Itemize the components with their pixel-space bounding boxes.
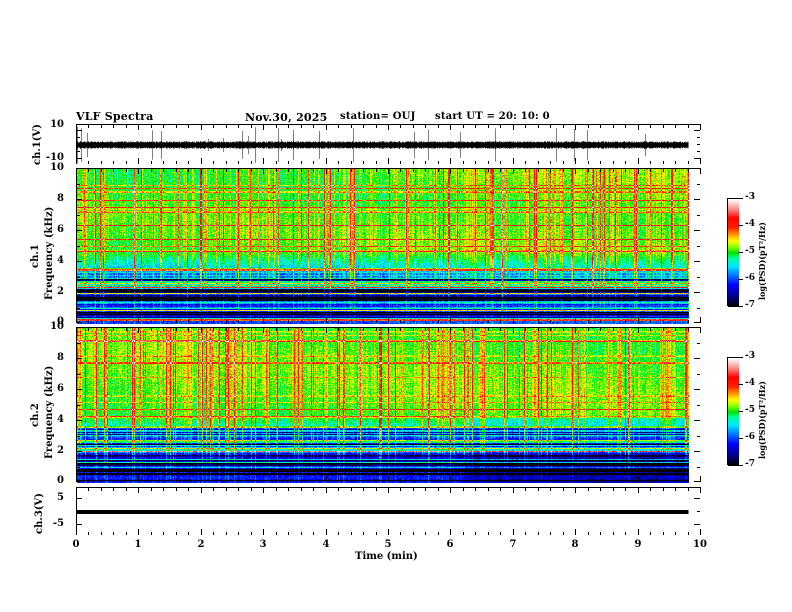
axis-tick-label: 3 [259,539,267,550]
header-date: Nov.30, 2025 [245,111,328,124]
colorbar-tick-label: -4 [745,219,755,229]
header-start-ut: start UT = 20: 10: 0 [435,111,550,122]
axis-tick-label: 8 [571,539,579,550]
colorbar-tick-label: -3 [745,192,755,202]
ch3-ytick-bottom: -5 [52,518,64,529]
axis-tick-label: 7 [509,539,517,550]
colorbar-ch2-label: log(PSD)(pT²/Hz) [757,381,767,459]
colorbar-tick-label: -5 [745,246,755,256]
ch3-ytick-top: 5 [57,492,64,503]
ch1-spectrogram-axis-label: ch.1 [30,244,41,268]
axis-tick-label: 10 [693,539,707,550]
x-axis-label: Time (min) [355,551,418,562]
ch3-waveform-panel [76,487,701,536]
colorbar-tick-label: -6 [745,273,755,283]
ch2-spectrogram-panel [76,327,701,483]
colorbar-tick-label: -4 [745,378,755,388]
axis-tick-label: 0 [57,316,64,327]
ch3-waveform-axis-label: ch.3(V) [34,492,45,534]
axis-tick-label: 4 [322,539,330,550]
page-title: VLF Spectra [76,110,154,123]
axis-tick-label: 6 [446,539,454,550]
axis-tick-label: 0 [57,475,64,486]
colorbar-ch2 [727,357,739,466]
axis-tick-label: 8 [57,352,64,363]
colorbar-tick-label: -7 [745,300,755,310]
ch2-frequency-axis-label: Frequency (kHz) [44,365,55,459]
colorbar-tick-label: -7 [745,459,755,469]
ch1-waveform-panel [76,124,701,165]
ch1-ytick-bottom: -10 [45,152,64,163]
axis-tick-label: 2 [197,539,205,550]
ch1-ytick-top: 10 [50,119,64,130]
ch1-frequency-axis-label: Frequency (kHz) [44,206,55,300]
header-station: station= OUJ [340,111,416,122]
colorbar-tick-label: -5 [745,405,755,415]
ch2-spectrogram-axis-label: ch.2 [30,403,41,427]
colorbar-tick-label: -3 [745,351,755,361]
axis-tick-label: 0 [72,539,80,550]
ch1-waveform-axis-label: ch.1(V) [32,123,43,165]
axis-tick-label: 10 [50,321,64,332]
axis-tick-label: 8 [57,193,64,204]
ch1-spectrogram-panel [76,168,701,324]
axis-tick-label: 1 [134,539,142,550]
axis-tick-label: 5 [384,539,392,550]
colorbar-tick-label: -6 [745,432,755,442]
axis-tick-label: 9 [634,539,642,550]
colorbar-ch1-label: log(PSD)(pT²/Hz) [757,222,767,300]
colorbar-ch1 [727,198,739,307]
